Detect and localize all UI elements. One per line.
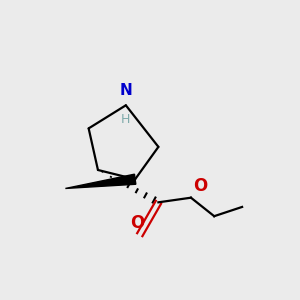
- Polygon shape: [65, 174, 136, 188]
- Text: N: N: [119, 83, 132, 98]
- Text: O: O: [130, 214, 145, 232]
- Text: H: H: [121, 98, 130, 126]
- Text: O: O: [193, 177, 208, 195]
